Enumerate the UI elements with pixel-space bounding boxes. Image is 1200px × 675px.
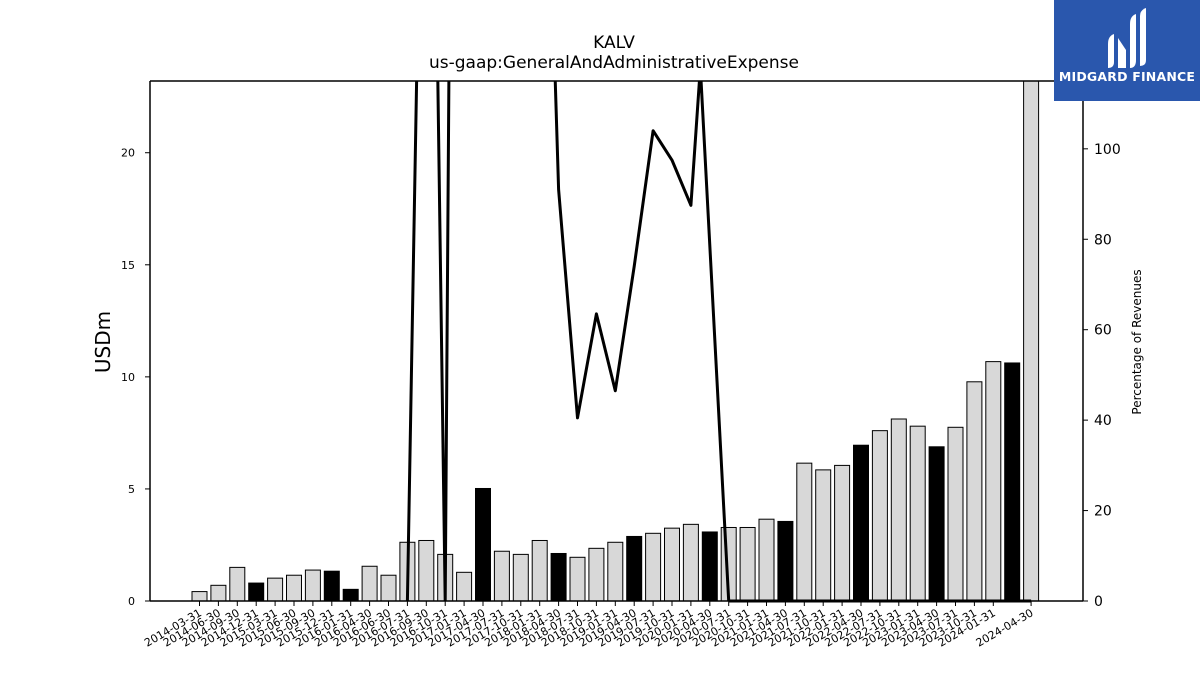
bar (380, 574, 397, 602)
y-tick-label-right: 20 (1094, 504, 1112, 520)
bar (815, 469, 832, 602)
bar (304, 569, 321, 602)
y-tick-label-left: 10 (121, 371, 135, 384)
bar (210, 584, 227, 602)
bar (550, 552, 567, 602)
bar (456, 571, 473, 602)
y-ticks-right: 0 20 40 60 80 100 (1083, 142, 1121, 610)
bar (531, 539, 548, 602)
bar (248, 582, 265, 602)
bar (493, 550, 510, 602)
y-tick-label-left: 20 (121, 147, 135, 160)
bar (286, 574, 302, 602)
logo-text: MIDGARD FINANCE (1058, 69, 1196, 84)
bar (909, 425, 926, 602)
bar (191, 591, 208, 602)
chart-subtitle: us-gaap:GeneralAndAdministrativeExpense (429, 53, 799, 73)
bar (853, 444, 869, 602)
axes-layer (149, 80, 1084, 602)
y-tick-label-right: 0 (1094, 594, 1103, 610)
bar (664, 527, 680, 602)
bar (947, 426, 964, 602)
bar (588, 547, 605, 602)
bar (701, 531, 718, 602)
chart-title: KALV (593, 33, 635, 53)
bar (645, 532, 662, 602)
bar (966, 381, 983, 602)
bar (342, 588, 359, 602)
bar (418, 539, 435, 602)
percentage-line (405, 81, 731, 601)
bar (682, 523, 699, 602)
bar (361, 565, 378, 602)
logo: MIDGARD FINANCE (1054, 0, 1200, 101)
bar (890, 418, 907, 602)
bar (796, 462, 813, 602)
bar (739, 526, 756, 602)
bar (229, 566, 246, 602)
bar (1023, 80, 1040, 602)
y-tick-label-right: 80 (1094, 232, 1112, 248)
y-axis-title-right: Percentage of Revenues (1130, 269, 1144, 414)
y-ticks-left: 0 5 10 15 20 (121, 147, 150, 608)
y-tick-label-right: 100 (1094, 142, 1121, 158)
y-tick-label-left: 0 (128, 595, 135, 608)
bar (607, 541, 624, 602)
bar (871, 430, 888, 602)
bar (475, 487, 491, 602)
y-tick-label-right: 60 (1094, 323, 1112, 339)
bar (569, 556, 586, 602)
midgard-logo-icon (1108, 8, 1146, 68)
bar (1004, 362, 1021, 602)
bar (512, 553, 529, 602)
bars-layer (191, 80, 1040, 602)
bar (267, 577, 284, 602)
x-ticks: 2014-03-312014-06-302014-09-302014-12-31… (142, 601, 1036, 650)
y-tick-label-left: 5 (128, 483, 135, 496)
y-tick-label-right: 40 (1094, 413, 1112, 429)
bar (323, 570, 340, 602)
bar (834, 464, 851, 602)
bar (626, 535, 643, 602)
bar (985, 361, 1002, 602)
bar (777, 520, 794, 602)
bar (928, 446, 945, 602)
bar (758, 518, 775, 602)
y-axis-title-left: USDm (91, 311, 115, 373)
y-tick-label-left: 15 (121, 259, 135, 272)
